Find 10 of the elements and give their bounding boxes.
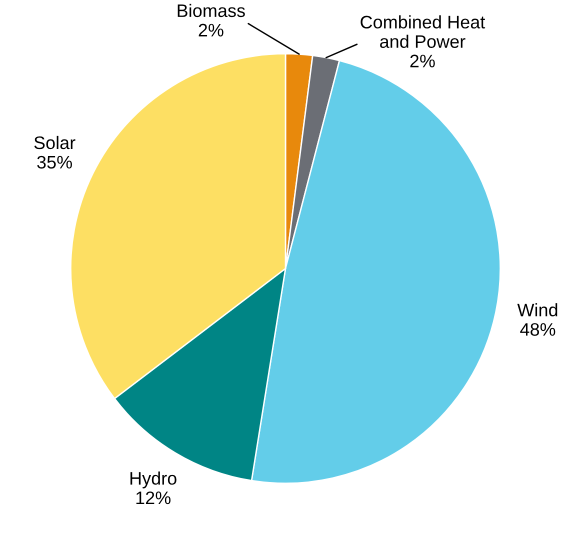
- slice-label: Combined Heat and Power: [360, 15, 486, 48]
- data-label: 35%: [37, 156, 72, 169]
- data-label: 48%: [520, 323, 556, 336]
- slice-label: Hydro: [130, 472, 176, 488]
- data-label: 2%: [198, 24, 224, 36]
- slice-label: Solar: [34, 136, 76, 150]
- slice-label: Biomass: [178, 4, 245, 18]
- data-label: 2%: [410, 54, 435, 68]
- data-label: 12%: [136, 491, 171, 504]
- slice-label: Wind: [517, 303, 558, 316]
